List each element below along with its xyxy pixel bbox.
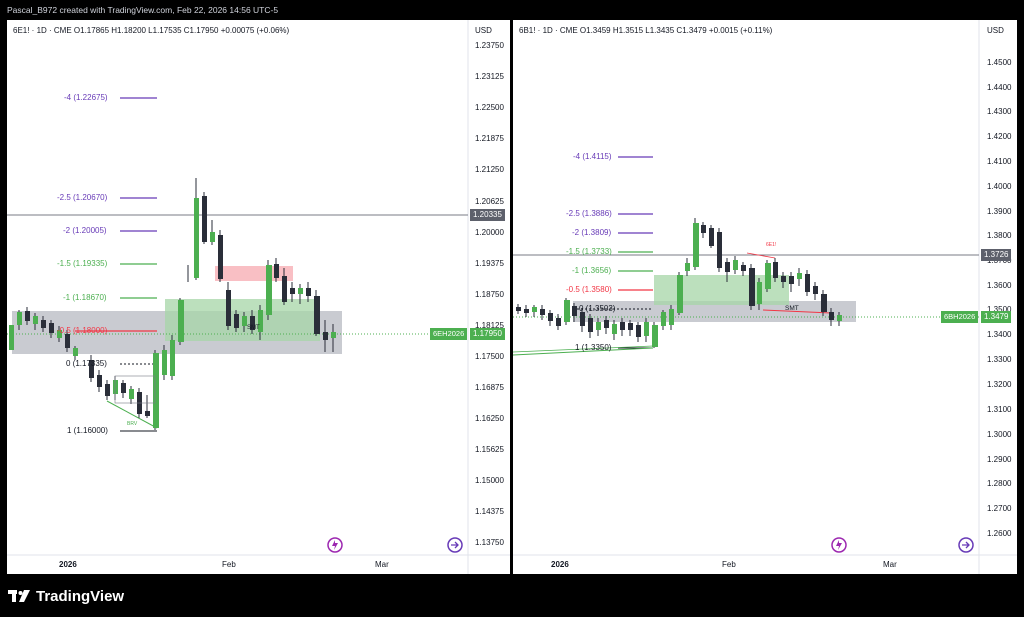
time-tick-feb: Feb [722,560,736,569]
tradingview-footer[interactable]: TradingView [8,585,124,607]
time-tick-mar: Mar [883,560,897,569]
price-tick: 1.22500 [475,103,504,112]
price-tick: 1.15000 [475,476,504,485]
fib-label: -0.5 (1.3580) [566,285,612,294]
fib-label: -2.5 (1.20670) [57,193,108,202]
left-candles [9,178,336,430]
price-tick: 1.18750 [475,290,504,299]
right-currency-label[interactable]: USD [987,26,1004,35]
right-chart-canvas[interactable] [513,20,1017,574]
price-tick: 1.4200 [987,132,1012,141]
price-tick: 1.2800 [987,479,1012,488]
fib-label: -2 (1.20005) [63,226,107,235]
supply-zone [215,266,293,281]
smt-label: SMT [247,325,260,331]
fib-label: 0 (1.3503) [579,304,616,313]
price-tick: 1.19375 [475,259,504,268]
price-tick: 1.3300 [987,355,1012,364]
price-tick: 1.2600 [987,529,1012,538]
time-tick-year: 2026 [551,560,569,569]
fib-label: -4 (1.4115) [573,152,612,161]
price-tick: 1.3800 [987,231,1012,240]
lightning-icon[interactable] [831,537,847,553]
right-chart-panel[interactable]: 6B1! · 1D · CME O1.3459 H1.3515 L1.3435 … [513,20,1017,574]
price-tick: 1.18125 [475,321,504,330]
price-tick: 1.23750 [475,41,504,50]
fib-label: -2 (1.3809) [572,228,612,237]
left-currency-label[interactable]: USD [475,26,492,35]
time-tick-mar: Mar [375,560,389,569]
fib-label: -1 (1.18670) [63,293,107,302]
range-zone [573,301,856,322]
go-to-realtime-icon[interactable] [447,537,463,553]
fib-label: 1 (1.3350) [575,343,612,352]
time-tick-year: 2026 [59,560,77,569]
tag-label: 6E1! [766,242,777,248]
go-to-realtime-icon[interactable] [958,537,974,553]
price-tick: 1.15625 [475,445,504,454]
price-tick: 1.3500 [987,305,1012,314]
price-tick: 1.13750 [475,538,504,547]
chart-caption: Pascal_B972 created with TradingView.com… [7,5,279,15]
hline-price-tag: 1.3726 [981,249,1012,261]
price-tick: 1.16875 [475,383,504,392]
fib-label: 1 (1.16000) [67,426,108,435]
fib-label: -1.5 (1.3733) [566,247,612,256]
price-tick: 1.2900 [987,455,1012,464]
fib-label: -2.5 (1.3886) [566,209,612,218]
price-tick: 1.4100 [987,157,1012,166]
price-tick: 1.20625 [475,197,504,206]
left-chart-panel[interactable]: 6E1! · 1D · CME O1.17865 H1.18200 L1.175… [7,20,510,574]
price-tick: 1.21250 [475,165,504,174]
price-tick: 1.4000 [987,182,1012,191]
last-price-tag: 1.17950 [470,328,505,340]
fib-label: 0 (1.17335) [66,359,107,368]
price-tick: 1.3900 [987,207,1012,216]
bias-label: BRV [127,421,138,427]
left-chart-canvas[interactable] [7,20,510,574]
smt-label: SMT [785,305,799,312]
price-tick: 1.16250 [475,414,504,423]
symbol-tag: 6BH2026 [941,311,979,323]
price-tick: 1.20000 [475,228,504,237]
fib-label: -1.5 (1.19335) [57,259,108,268]
price-tick: 1.14375 [475,507,504,516]
price-tick: 1.23125 [475,72,504,81]
hline-price-tag: 1.20335 [470,209,505,221]
price-tick: 1.3100 [987,405,1012,414]
price-tick: 1.4300 [987,107,1012,116]
price-tick: 1.17500 [475,352,504,361]
price-tick: 1.3200 [987,380,1012,389]
fib-label: -1 (1.3656) [572,266,612,275]
price-tick: 1.4500 [987,58,1012,67]
right-candles [516,218,842,348]
last-price-tag: 1.3479 [981,311,1012,323]
time-tick-feb: Feb [222,560,236,569]
right-ohlc-legend: 6B1! · 1D · CME O1.3459 H1.3515 L1.3435 … [519,26,773,35]
price-tick: 1.4400 [987,83,1012,92]
symbol-tag: 6EH2026 [430,328,468,340]
price-tick: 1.2700 [987,504,1012,513]
fib-label: -0.5 (1.18000) [57,326,108,335]
price-tick: 1.3000 [987,430,1012,439]
brand-name: TradingView [36,587,125,605]
lightning-icon[interactable] [327,537,343,553]
price-tick: 1.3400 [987,330,1012,339]
price-tick: 1.21875 [475,134,504,143]
tradingview-logo-icon [8,588,32,604]
left-ohlc-legend: 6E1! · 1D · CME O1.17865 H1.18200 L1.175… [13,26,290,35]
price-tick: 1.3600 [987,281,1012,290]
fib-label: -4 (1.22675) [64,93,108,102]
